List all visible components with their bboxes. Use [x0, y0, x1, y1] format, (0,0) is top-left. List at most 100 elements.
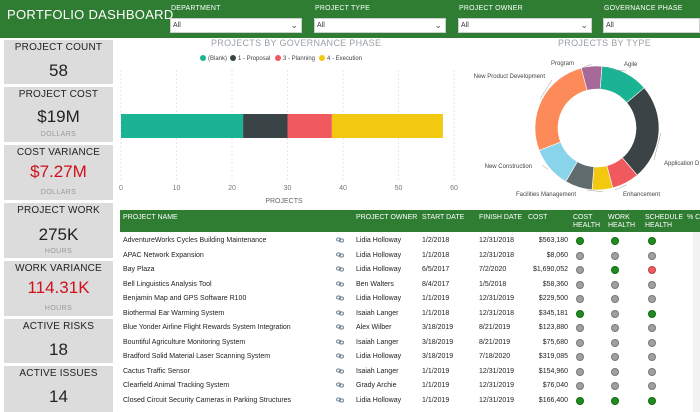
kpi-title: PROJECT WORK — [17, 205, 100, 216]
slice-label: New Construction — [485, 164, 532, 170]
project-owner-dropdown[interactable]: All ⌄ — [458, 18, 592, 33]
cost-cell: $76,040 — [542, 382, 568, 389]
project-name-cell: Bountiful Agriculture Monitoring System — [123, 338, 246, 346]
table-row[interactable]: AdventureWorks Cycles Building Maintenan… — [120, 234, 700, 248]
column-header-percent-complete[interactable]: % C — [687, 214, 700, 221]
column-header-start-date[interactable]: START DATE — [422, 214, 465, 221]
link-icon[interactable] — [336, 252, 344, 258]
link-icon[interactable] — [336, 266, 344, 272]
column-header-project-owner[interactable]: PROJECT OWNER — [356, 214, 418, 221]
column-header-cost[interactable]: COST — [528, 214, 548, 221]
schedule-health-indicator — [648, 309, 656, 318]
link-icon[interactable] — [336, 382, 344, 388]
legend-swatch — [200, 55, 206, 61]
work-health-indicator — [611, 353, 619, 361]
table-row[interactable]: APAC Network Expansion Lidia Holloway 1/1/… — [120, 249, 700, 263]
legend-item-execution[interactable]: 4 - Execution — [319, 55, 362, 62]
project-name-cell: Closed Circuit Security Cameras in Parki… — [123, 396, 292, 404]
cost-health-indicator — [576, 382, 584, 390]
cost-health-indicator — [576, 338, 584, 347]
governance-phase-dropdown[interactable]: All — [603, 18, 700, 33]
project-type-dropdown[interactable]: All ⌄ — [314, 18, 446, 33]
project-owner-cell: Lidia Holloway — [356, 353, 402, 360]
cost-cell: $75,680 — [542, 338, 568, 346]
filter-label: GOVERNANCE PHASE — [604, 5, 683, 12]
link-icon[interactable] — [336, 295, 344, 301]
column-header-cost-health[interactable]: COST HEALTH — [573, 214, 601, 229]
table-row[interactable]: Bountiful Agriculture Monitoring System I… — [120, 336, 700, 350]
project-owner-cell: Lidia Holloway — [356, 251, 402, 259]
filter-governance-phase: GOVERNANCE PHASE All — [603, 4, 700, 34]
bar-segment-2[interactable] — [287, 114, 332, 138]
table-row[interactable]: Blue Yonder Airline Flight Rewards Syste… — [120, 321, 700, 335]
link-icon[interactable] — [336, 368, 344, 374]
dropdown-value: All — [317, 22, 325, 29]
start-date-cell: 1/1/2019 — [422, 295, 450, 302]
cost-health-indicator — [576, 237, 584, 245]
link-icon[interactable] — [336, 281, 344, 287]
slice-leader-line — [653, 133, 662, 161]
legend-item-planning[interactable]: 3 - Planning — [275, 55, 315, 62]
work-health-indicator — [611, 251, 619, 260]
table-row[interactable]: Clearfield Animal Tracking System Grady A… — [120, 379, 700, 393]
start-date-cell: 3/18/2019 — [422, 353, 454, 360]
legend-label: 1 - Proposal — [238, 56, 271, 62]
project-name-cell: AdventureWorks Cycles Building Maintenan… — [123, 237, 267, 244]
bar-segment-1[interactable] — [243, 114, 288, 138]
table-scrollbar[interactable] — [693, 232, 700, 412]
kpi-value: 58 — [49, 61, 68, 80]
project-name-cell: Biothermal Ear Warming System — [123, 309, 225, 317]
slice-leader-line — [539, 79, 553, 99]
link-icon[interactable] — [336, 397, 344, 403]
schedule-health-indicator — [648, 338, 656, 347]
kpi-value: $7.27M — [30, 162, 87, 181]
work-health-indicator — [611, 367, 619, 376]
column-header-schedule-health[interactable]: SCHEDULE HEALTH — [645, 214, 684, 229]
column-header-project-name[interactable]: PROJECT NAME — [123, 214, 178, 221]
legend-item-proposal[interactable]: 1 - Proposal — [230, 55, 270, 62]
table-row[interactable]: Bradford Solid Material Laser Scanning S… — [120, 350, 700, 364]
kpi-work-variance: WORK VARIANCE 114.31K HOURS — [4, 261, 113, 316]
kpi-project-cost: PROJECT COST $19M DOLLARS — [4, 87, 113, 142]
link-icon[interactable] — [336, 339, 344, 345]
work-health-indicator — [611, 295, 619, 303]
cost-cell: $8,060 — [546, 251, 568, 259]
filter-project-type: PROJECT TYPE All ⌄ — [314, 4, 446, 34]
cost-health-indicator — [576, 280, 584, 289]
chevron-down-icon: ⌄ — [290, 20, 298, 30]
column-header-work-health[interactable]: WORK HEALTH — [608, 214, 636, 229]
legend-label: (Blank) — [208, 56, 228, 62]
link-icon[interactable] — [336, 324, 344, 330]
project-name-cell: Clearfield Animal Tracking System — [123, 382, 230, 389]
table-row[interactable]: Bay Plaza Lidia Holloway 6/5/2017 7/2/2020 $… — [120, 263, 700, 277]
kpi-project-work: PROJECT WORK 275K HOURS — [4, 203, 113, 258]
donut-slice-6[interactable] — [534, 67, 588, 151]
cost-health-indicator — [576, 367, 584, 376]
kpi-value: 14 — [49, 387, 68, 406]
kpi-title: COST VARIANCE — [16, 147, 101, 158]
kpi-project-count: PROJECT COUNT 58 — [4, 40, 113, 84]
table-row[interactable]: Bell Linguistics Analysis Tool Ben Walter… — [120, 278, 700, 292]
table-row[interactable]: Biothermal Ear Warming System Isaiah Lang… — [120, 307, 700, 321]
donut-chart-title: PROJECTS BY TYPE — [558, 38, 651, 48]
start-date-cell: 1/1/2018 — [422, 251, 450, 259]
table-row[interactable]: Benjamin Map and GPS Software R100 Lidia … — [120, 292, 700, 306]
filter-label: PROJECT TYPE — [315, 5, 371, 12]
department-dropdown[interactable]: All ⌄ — [170, 18, 302, 33]
start-date-cell: 1/2/2018 — [422, 237, 450, 244]
link-icon[interactable] — [336, 237, 344, 243]
bar-segment-0[interactable] — [121, 114, 244, 138]
bar-segment-3[interactable] — [331, 114, 443, 138]
schedule-health-indicator — [648, 251, 656, 260]
finish-date-cell: 12/31/2018 — [479, 309, 515, 317]
link-icon[interactable] — [336, 310, 344, 316]
kpi-unit: DOLLARS — [40, 189, 77, 196]
link-icon[interactable] — [336, 353, 344, 359]
donut-slice-7[interactable] — [580, 65, 603, 91]
column-header-finish-date[interactable]: FINISH DATE — [479, 214, 523, 221]
legend-item-blank[interactable]: (Blank) — [200, 55, 227, 62]
filter-label: PROJECT OWNER — [459, 5, 523, 12]
table-row[interactable]: Closed Circuit Security Cameras in Parki… — [120, 394, 700, 408]
table-row[interactable]: Cactus Traffic Sensor Isaiah Langer 1/1/20… — [120, 365, 700, 379]
cost-health-indicator — [576, 266, 584, 274]
